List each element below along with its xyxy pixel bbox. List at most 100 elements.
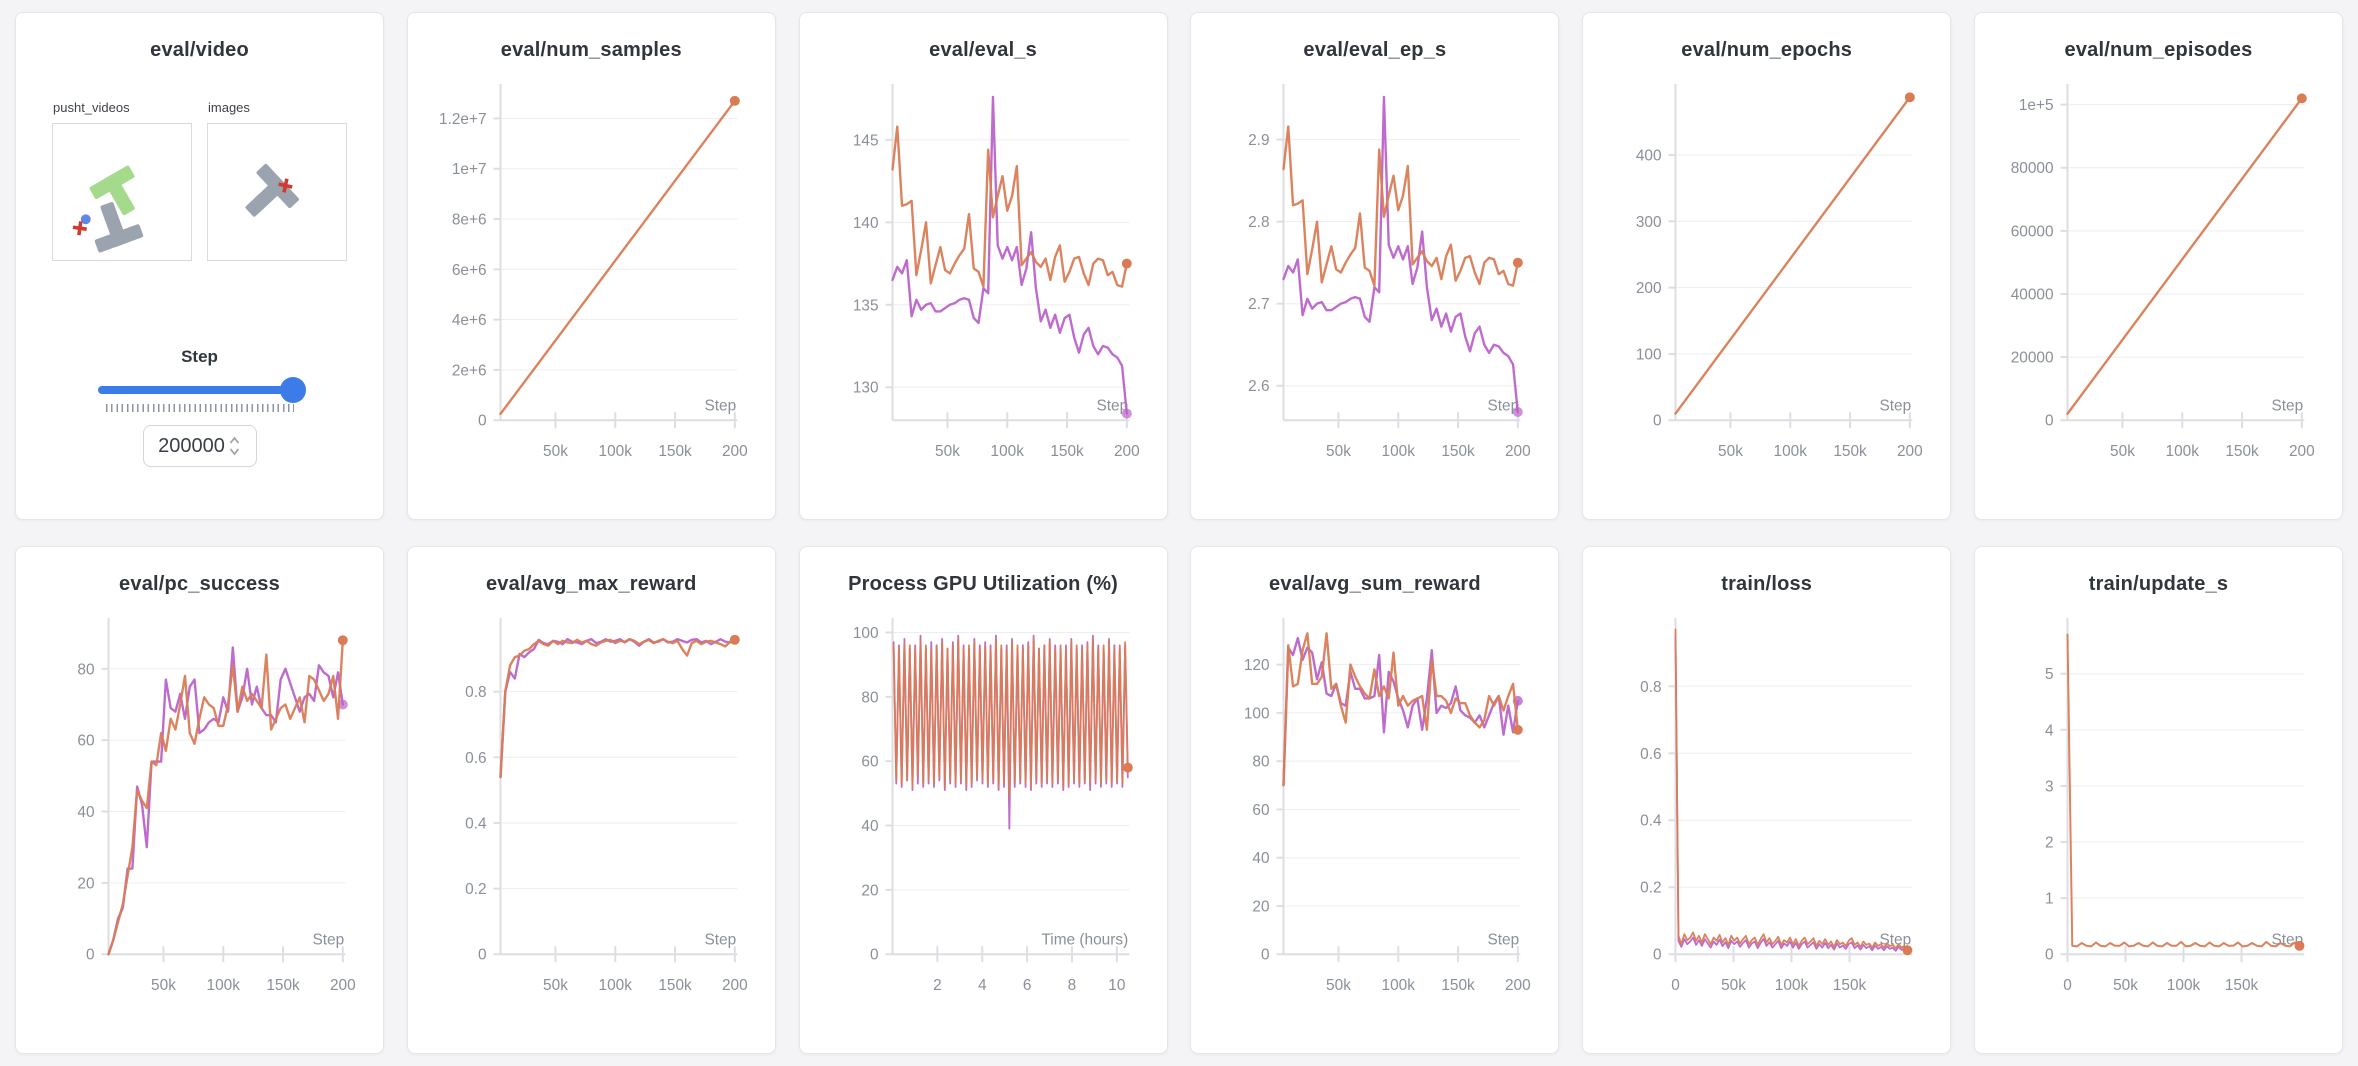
step-input[interactable]: 200000 <box>142 425 257 467</box>
svg-text:200: 200 <box>1505 443 1531 460</box>
svg-text:0.4: 0.4 <box>1640 813 1662 830</box>
series-line-orange <box>1674 628 1909 952</box>
chart-panel-eval-eval-ep-s[interactable]: eval/eval_ep_s 2.6 2.7 2.8 2.9 50k 100k 150k 20… <box>1190 12 1560 520</box>
svg-text:0.2: 0.2 <box>465 881 486 898</box>
series-end-dot-purple <box>337 699 348 710</box>
chart-panel-eval-avg-sum-reward[interactable]: eval/avg_sum_reward 0 20 40 60 80 100 120 50k 10… <box>1190 546 1560 1054</box>
svg-text:150k: 150k <box>2225 977 2259 994</box>
chart-panel-eval-num-epochs[interactable]: eval/num_epochs 0 100 200 300 400 50k 100k 150k… <box>1582 12 1952 520</box>
svg-text:0.2: 0.2 <box>1640 880 1661 897</box>
series-line-orange <box>2066 633 2301 948</box>
series-end-dot-orange <box>1121 258 1132 269</box>
chart-title: eval/eval_ep_s <box>1303 39 1447 61</box>
svg-text:0.4: 0.4 <box>465 815 487 832</box>
slider-thumb[interactable] <box>279 377 306 403</box>
chart-canvas[interactable]: 0 2e+6 4e+6 6e+6 8e+6 1e+7 1.2e+7 50k 100k 150k 20… <box>408 66 775 494</box>
series-line-orange <box>1282 125 1520 287</box>
chart-canvas[interactable]: 2.6 2.7 2.8 2.9 50k 100k 150k 200 Step <box>1191 66 1558 494</box>
panel-eval-video[interactable]: eval/video pusht_videos <box>15 12 384 520</box>
chart-canvas[interactable]: 0 100 200 300 400 50k 100k 150k 200 Step <box>1583 66 1950 494</box>
svg-text:Step: Step <box>704 397 736 414</box>
chart-canvas[interactable]: 0 20 40 60 80 100 2 4 6 8 10 Time (hours) <box>800 600 1167 1028</box>
svg-text:80: 80 <box>77 661 94 678</box>
series-end-dot-orange <box>1905 92 1915 103</box>
chart-panel-eval-num-samples[interactable]: eval/num_samples 0 2e+6 4e+6 6e+6 8e+6 1e+7 1.… <box>406 12 776 520</box>
svg-text:200: 200 <box>722 977 748 994</box>
svg-text:0: 0 <box>870 947 879 964</box>
svg-text:Step: Step <box>1096 397 1128 414</box>
svg-text:0: 0 <box>478 413 487 430</box>
svg-text:0: 0 <box>1671 977 1680 994</box>
svg-text:200: 200 <box>1114 443 1140 460</box>
svg-text:1e+5: 1e+5 <box>2019 97 2054 114</box>
chart-title: train/loss <box>1721 573 1813 595</box>
svg-text:0.8: 0.8 <box>1640 679 1661 696</box>
series-line-purple <box>107 646 345 956</box>
series-end-dot-orange <box>337 635 348 646</box>
svg-text:Step: Step <box>1880 397 1912 414</box>
chart-canvas[interactable]: 0 0.2 0.4 0.6 0.8 50k 100k 150k 200 Step <box>408 600 775 1028</box>
svg-text:100k: 100k <box>2166 443 2200 460</box>
axes: 0 20 40 60 80 50k 100k 150k 200 Step <box>77 618 356 994</box>
chart-title: eval/avg_max_reward <box>485 573 697 595</box>
chart-panel-eval-avg-max-reward[interactable]: eval/avg_max_reward 0 0.2 0.4 0.6 0.8 50k 100k… <box>406 546 776 1054</box>
chart-panel-train-update-s[interactable]: train/update_s 0 1 2 3 4 5 0 50k 100k 150k Step <box>1973 546 2343 1054</box>
svg-text:60: 60 <box>1253 802 1270 819</box>
svg-text:200: 200 <box>1636 280 1662 297</box>
media-row: pusht_videos <box>16 100 383 261</box>
svg-text:0.8: 0.8 <box>465 684 486 701</box>
svg-text:1: 1 <box>2045 891 2054 908</box>
agent-dot <box>80 214 91 225</box>
image-frame <box>245 163 299 217</box>
svg-text:100k: 100k <box>990 443 1024 460</box>
svg-text:40: 40 <box>861 818 878 835</box>
svg-text:50k: 50k <box>151 977 176 994</box>
pusht-video-thumbnail[interactable] <box>52 123 192 261</box>
series-line-orange <box>890 125 1128 288</box>
svg-text:200: 200 <box>2289 443 2315 460</box>
pusht-video-frame <box>72 165 144 253</box>
stepper-arrows-icon[interactable] <box>228 433 241 459</box>
svg-text:3: 3 <box>2045 778 2054 795</box>
svg-text:0: 0 <box>1653 947 1662 964</box>
svg-text:2: 2 <box>2045 834 2054 851</box>
slider-ruler <box>105 404 294 412</box>
chart-panel-eval-eval-s[interactable]: eval/eval_s 130 135 140 145 50k 100k 150k 200 St… <box>798 12 1168 520</box>
svg-text:150k: 150k <box>1442 977 1476 994</box>
svg-text:0: 0 <box>2045 947 2054 964</box>
chart-canvas[interactable]: 0 20000 40000 60000 80000 1e+5 50k 100k 150k 200 S… <box>1975 66 2342 494</box>
svg-text:200: 200 <box>722 443 748 460</box>
goal-cross-icon <box>72 221 87 236</box>
chart-panel-train-loss[interactable]: train/loss 0 0.2 0.4 0.6 0.8 0 50k 100k 150k Step <box>1582 546 1952 1054</box>
chart-canvas[interactable]: 0 20 40 60 80 50k 100k 150k 200 Step <box>16 600 383 1028</box>
slider-track[interactable] <box>97 386 302 394</box>
svg-text:100: 100 <box>1636 346 1662 363</box>
series-line-purple <box>1674 635 1909 953</box>
svg-text:0: 0 <box>1261 947 1270 964</box>
chart-canvas[interactable]: 0 20 40 60 80 100 120 50k 100k 150k 200 Step <box>1191 600 1558 1028</box>
chart-panel-process-gpu-utilization[interactable]: Process GPU Utilization (%) 0 20 40 60 80 100… <box>798 546 1168 1054</box>
svg-text:100k: 100k <box>1382 977 1416 994</box>
svg-text:2.6: 2.6 <box>1249 378 1270 395</box>
step-slider[interactable] <box>97 377 306 403</box>
axes: 0 100 200 300 400 50k 100k 150k 200 Step <box>1636 84 1923 460</box>
chart-panel-eval-num-episodes[interactable]: eval/num_episodes 0 20000 40000 60000 80000 1… <box>1973 12 2343 520</box>
svg-text:100k: 100k <box>1774 443 1808 460</box>
svg-text:150k: 150k <box>1050 443 1084 460</box>
step-slider-title: Step <box>181 347 218 366</box>
series-line-orange <box>499 99 736 416</box>
chart-panel-eval-pc-success[interactable]: eval/pc_success 0 20 40 60 80 50k 100k 150k 200 S… <box>15 546 384 1054</box>
chart-canvas[interactable]: 130 135 140 145 50k 100k 150k 200 Step <box>800 66 1167 494</box>
svg-text:2: 2 <box>933 977 942 994</box>
svg-text:40: 40 <box>1253 850 1270 867</box>
chart-title: eval/pc_success <box>119 573 280 595</box>
series-line-purple <box>1282 636 1520 787</box>
svg-text:0: 0 <box>478 947 487 964</box>
image-thumbnail[interactable] <box>207 123 347 261</box>
svg-text:Step: Step <box>1488 931 1520 948</box>
series-end-dot-orange <box>1902 945 1913 956</box>
